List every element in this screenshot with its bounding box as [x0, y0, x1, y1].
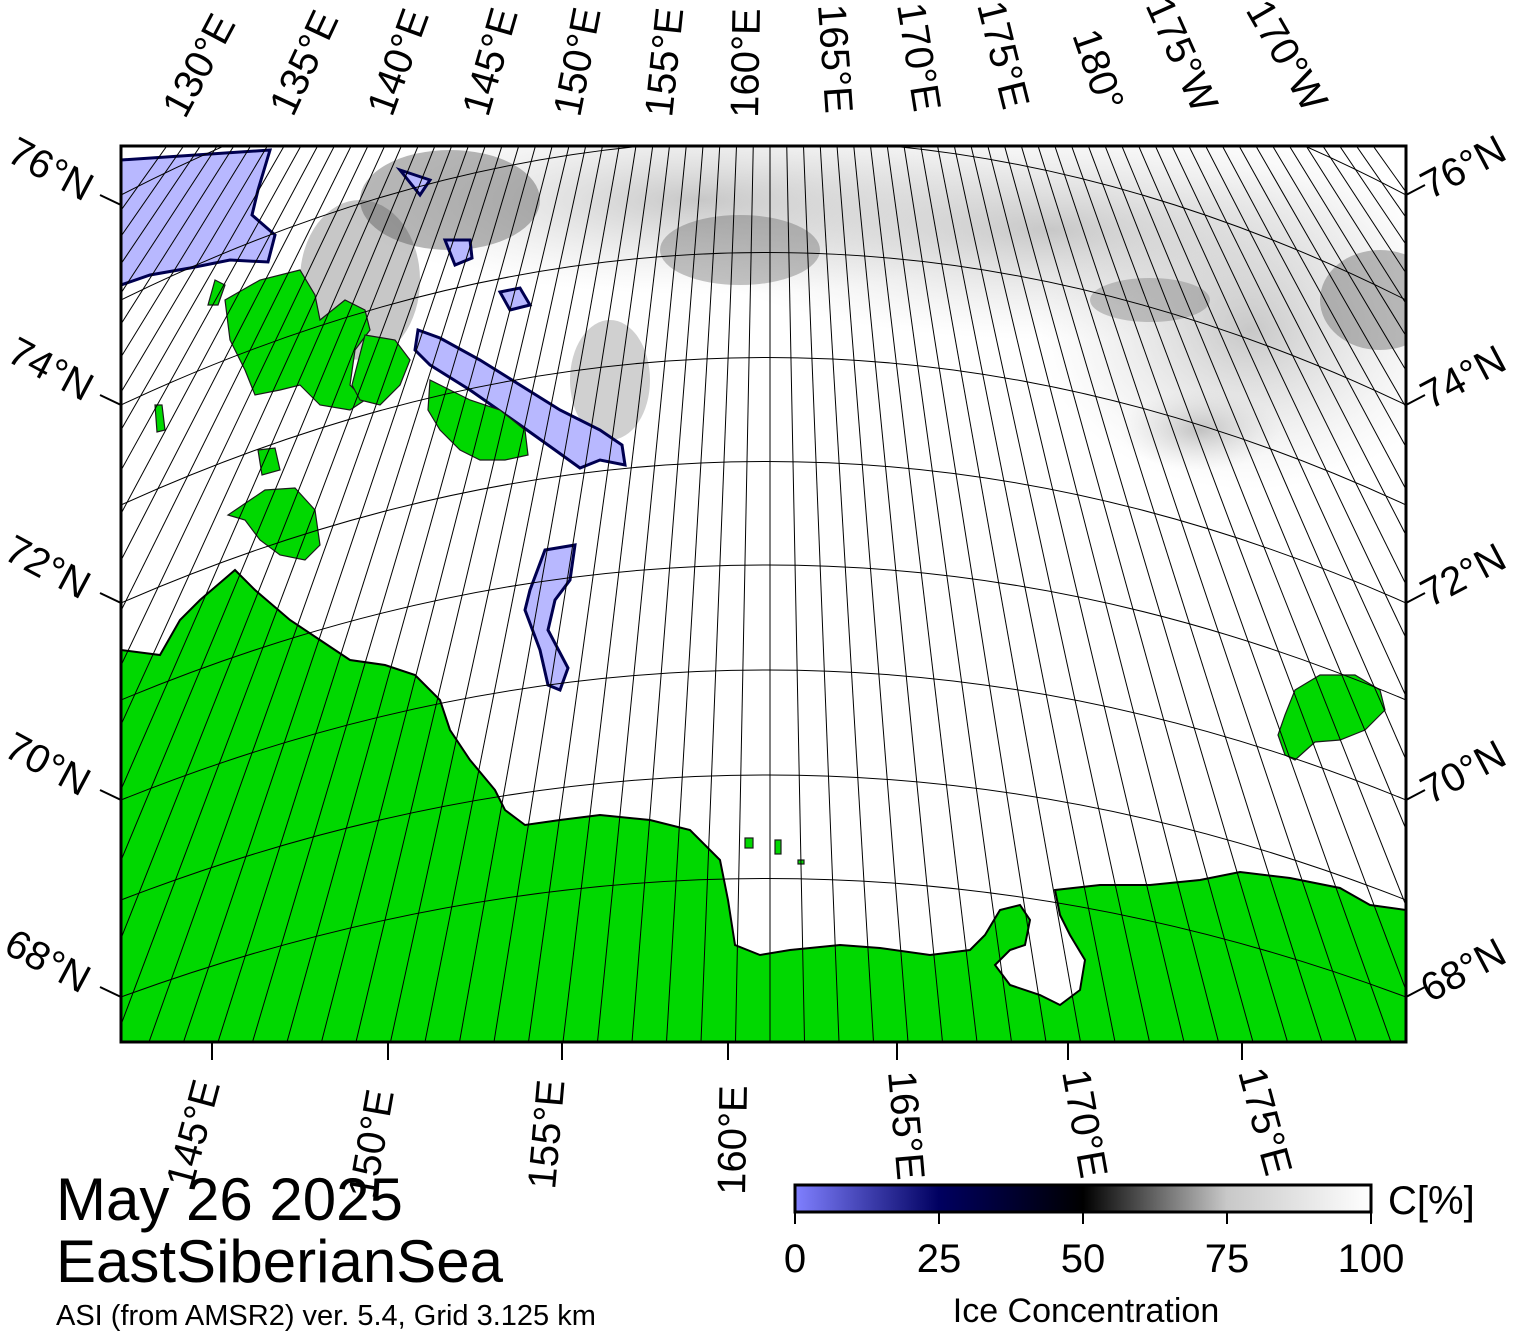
colorbar-tick-0: 0 — [784, 1237, 806, 1281]
lat-label-left-74: 74°N — [1, 329, 101, 410]
lon-label-bottom-170e: 170°E — [1053, 1066, 1115, 1181]
lon-label-bottom-160e: 160°E — [710, 1085, 756, 1195]
lat-labels-right: 76°N 74°N 72°N 70°N 68°N — [1414, 127, 1514, 1011]
lon-label-top-180: 180° — [1063, 24, 1132, 117]
lat-label-left-72: 72°N — [0, 527, 97, 608]
lat-label-right-70: 70°N — [1414, 732, 1514, 813]
region-title: EastSiberianSea — [56, 1228, 503, 1295]
lat-label-left-76: 76°N — [1, 129, 101, 210]
lon-label-top-175e: 175°E — [968, 0, 1037, 113]
lon-label-top-160e: 160°E — [723, 8, 769, 118]
colorbar-gradient — [793, 1183, 1373, 1214]
lon-label-top-155e: 155°E — [637, 6, 692, 119]
fast-ice — [121, 148, 627, 692]
lat-label-right-72: 72°N — [1414, 535, 1514, 616]
graticule-meridians — [121, 146, 1406, 1042]
lon-label-bottom-155e: 155°E — [520, 1078, 573, 1191]
map-panel — [121, 146, 1406, 1042]
lat-labels-left: 76°N 74°N 72°N 70°N 68°N — [0, 129, 100, 1002]
lon-labels-top: 130°E 135°E 140°E 145°E 150°E 155°E 160°… — [154, 0, 1336, 124]
lon-label-top-170w: 170°W — [1237, 0, 1335, 119]
lon-label-top-135e: 135°E — [261, 4, 347, 122]
lat-label-left-68: 68°N — [0, 921, 97, 1002]
map-frame — [119, 144, 1408, 1044]
lat-label-right-76: 76°N — [1414, 127, 1514, 208]
lon-label-top-165e: 165°E — [809, 3, 861, 115]
colorbar-title: Ice Concentration — [953, 1292, 1220, 1330]
lat-label-right-74: 74°N — [1414, 337, 1514, 418]
colorbar-unit-label: C[%] — [1388, 1179, 1475, 1223]
lon-label-top-140e: 140°E — [359, 3, 438, 121]
lat-label-right-68: 68°N — [1414, 930, 1514, 1011]
lon-label-top-150e: 150°E — [546, 4, 610, 120]
colorbar-tick-25: 25 — [917, 1237, 962, 1281]
lon-label-top-130e: 130°E — [154, 7, 244, 124]
lon-label-top-145e: 145°E — [454, 3, 526, 120]
colorbar-tick-100: 100 — [1338, 1237, 1405, 1281]
colorbar-tick-50: 50 — [1061, 1237, 1106, 1281]
lon-label-top-175w: 175°W — [1137, 0, 1226, 119]
map-date: May 26 2025 — [56, 1166, 403, 1233]
colorbar: 0 25 50 75 100 C[%] Ice Concentration — [784, 1179, 1475, 1330]
graticule-parallels — [121, 146, 1406, 998]
lon-label-top-170e: 170°E — [888, 0, 949, 114]
lon-label-bottom-175e: 175°E — [1229, 1063, 1300, 1180]
lat-label-left-70: 70°N — [0, 724, 97, 805]
lon-label-bottom-165e: 165°E — [879, 1069, 932, 1182]
data-source-note: ASI (from AMSR2) ver. 5.4, Grid 3.125 km — [56, 1300, 596, 1332]
colorbar-tick-75: 75 — [1205, 1237, 1250, 1281]
